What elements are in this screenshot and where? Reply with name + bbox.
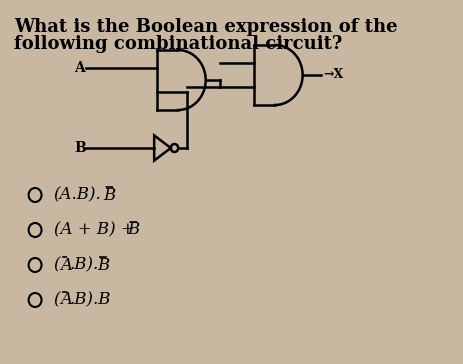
Text: A: A [74,61,84,75]
Text: A: A [60,292,72,309]
Text: B: B [97,257,109,273]
Text: B: B [103,186,115,203]
Text: B: B [127,222,139,238]
Text: following combinational circuit?: following combinational circuit? [14,35,341,53]
Text: →X: →X [322,68,343,82]
Text: (A + B) +: (A + B) + [53,222,139,238]
Text: (: ( [53,292,60,309]
Text: What is the Boolean expression of the: What is the Boolean expression of the [14,18,397,36]
Text: B: B [74,141,85,155]
Text: (A.B).: (A.B). [53,186,101,203]
Text: A: A [60,257,72,273]
Text: .B).: .B). [69,257,98,273]
Text: .B).B: .B).B [69,292,111,309]
Text: (: ( [53,257,60,273]
